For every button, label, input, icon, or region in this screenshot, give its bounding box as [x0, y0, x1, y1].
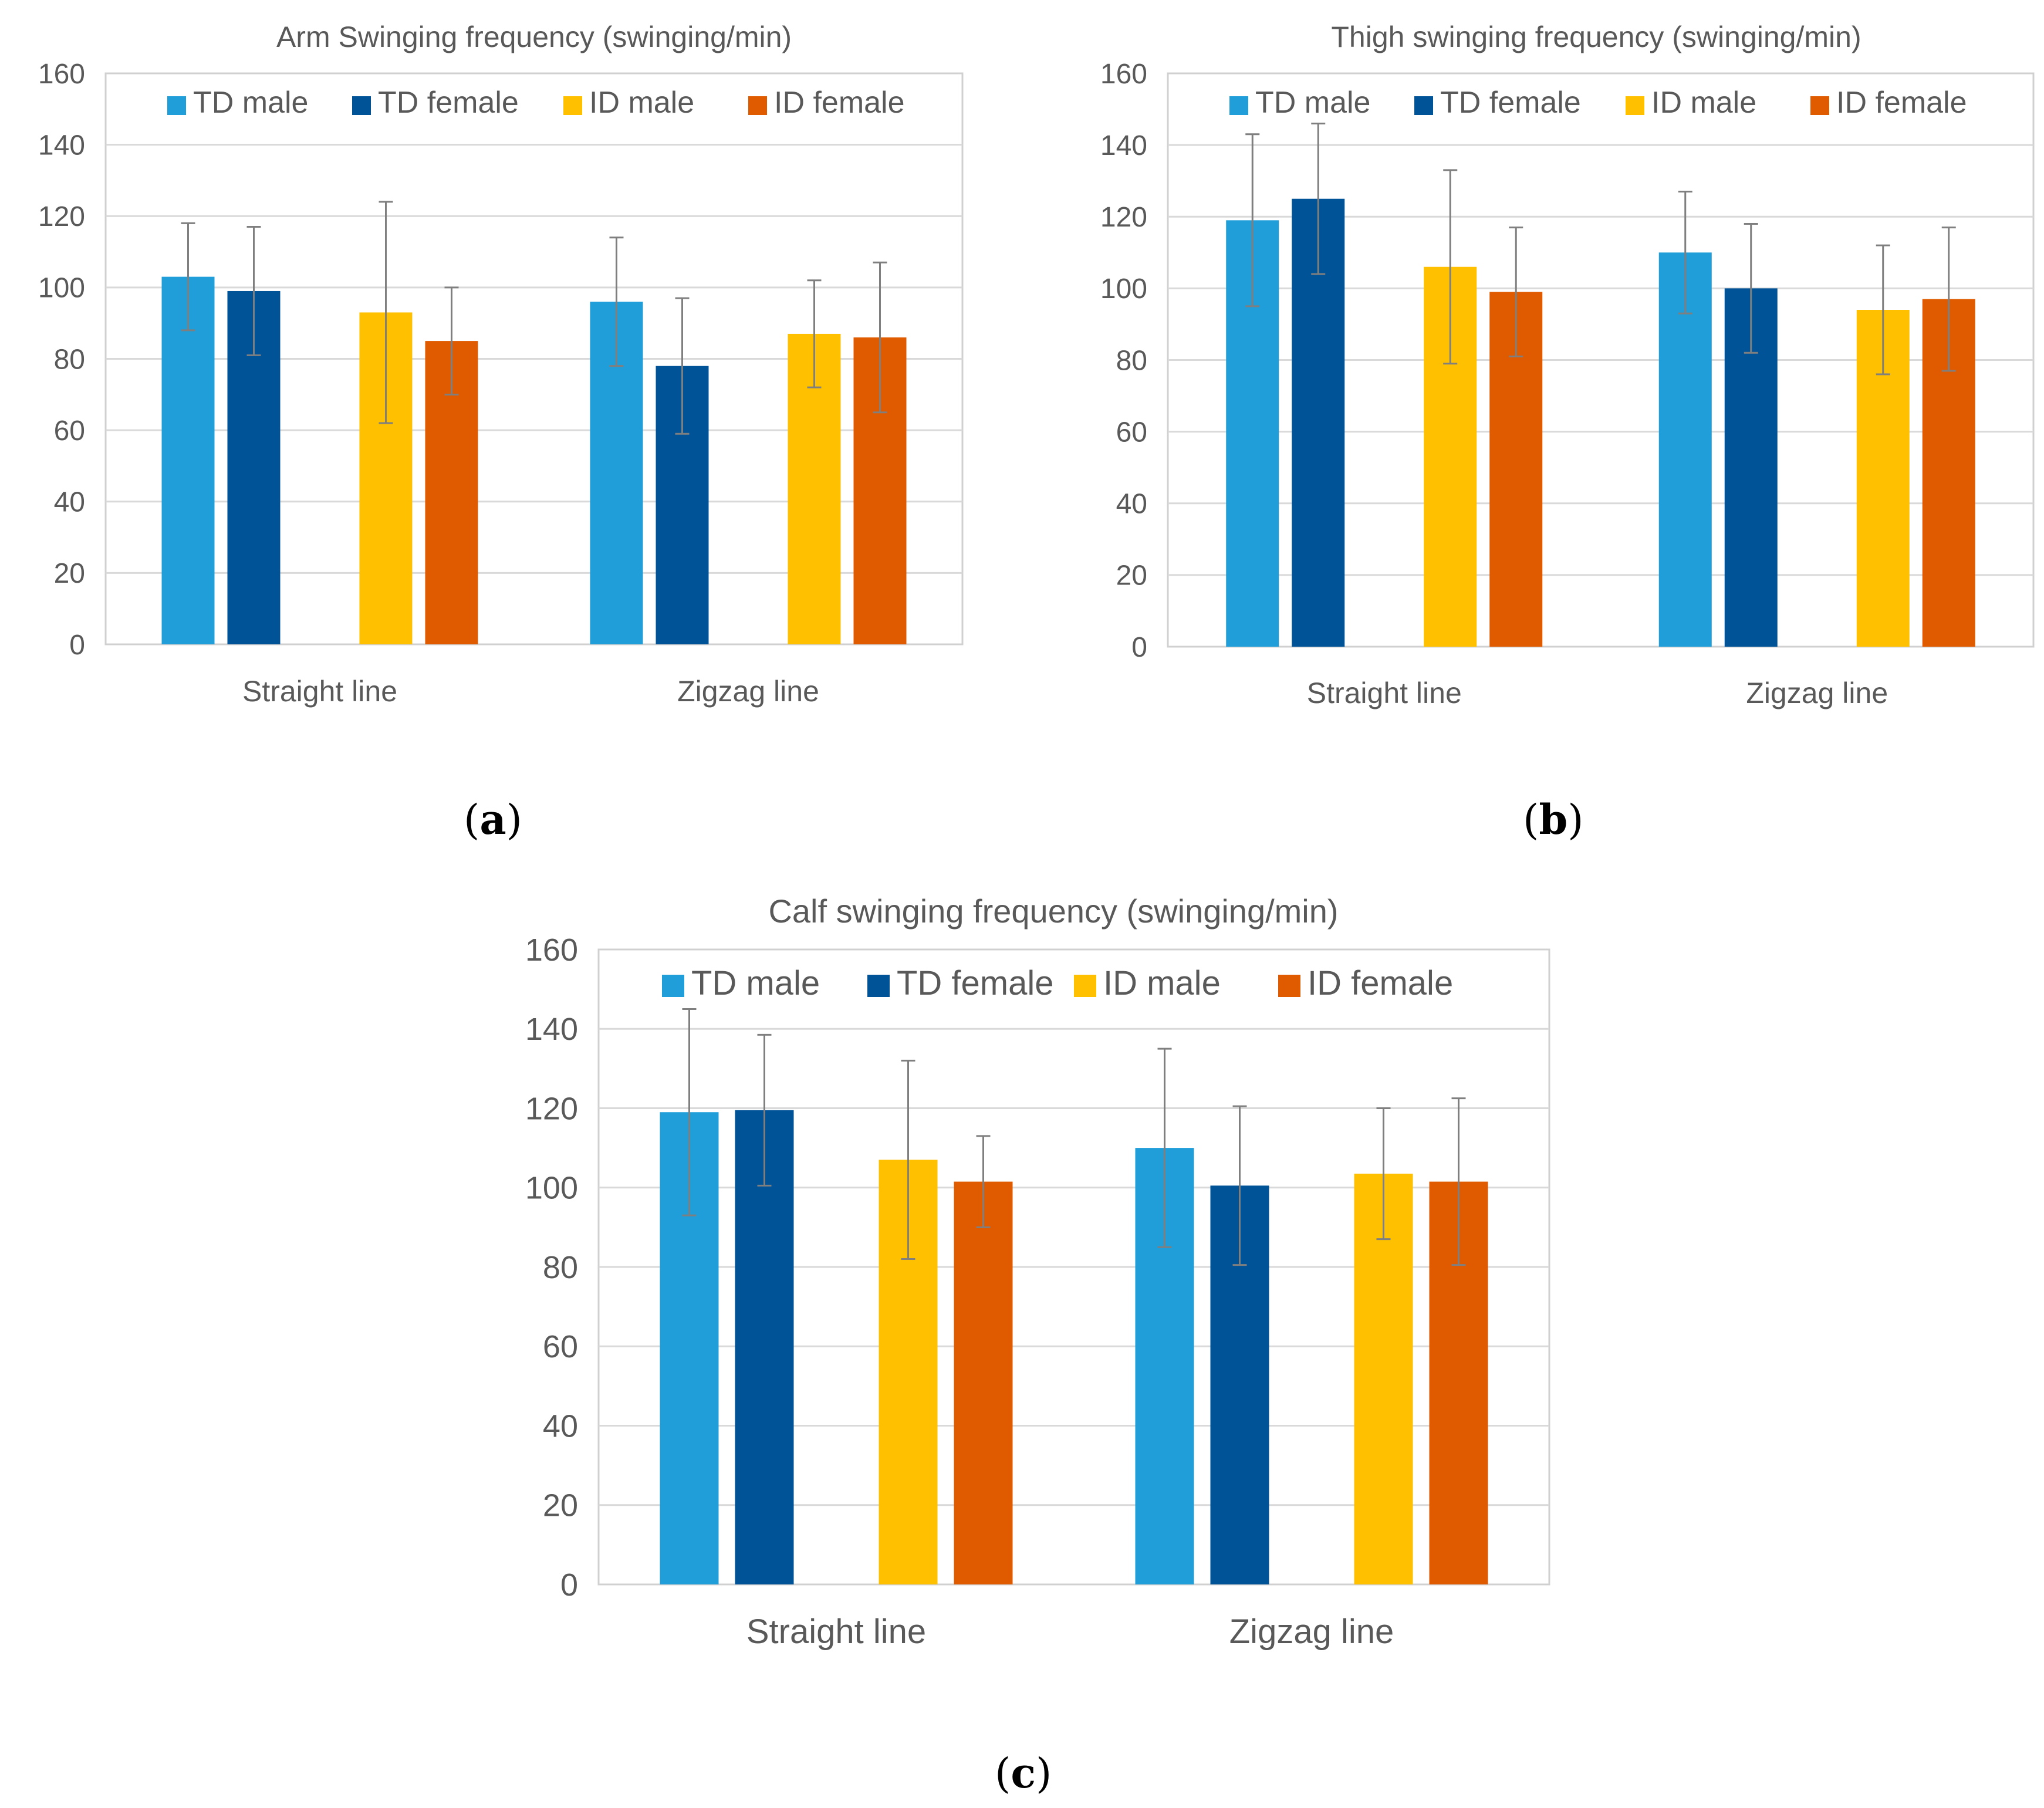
y-tick-label-a: 20 [54, 558, 85, 589]
chart-svg-b: 0 20 40 60 80 100 120 140 160 Thigh swinging freq… [1100, 21, 2035, 709]
bar-a-td-male-0 [161, 276, 215, 645]
x-category-label-c: Zigzag line [1229, 1613, 1394, 1651]
bar-c-td-female-0 [735, 1110, 794, 1584]
legend-label-a-3: ID female [774, 86, 905, 120]
y-tick-label-c: 60 [543, 1329, 578, 1364]
x-category-label-b: Straight line [1307, 677, 1462, 709]
legend-label-c-1: TD female [897, 964, 1054, 1002]
panel-label-a-letter: a [479, 795, 506, 844]
legend-label-a-2: ID male [589, 86, 694, 120]
y-tick-label-c: 140 [525, 1012, 578, 1047]
y-tick-label-b: 60 [1116, 417, 1147, 448]
bar-c-id-female-0 [954, 1181, 1013, 1584]
legend-label-b-0: TD male [1255, 86, 1370, 120]
y-tick-label-c: 120 [525, 1091, 578, 1126]
chart-panel-a: 0 20 40 60 80 100 120 140 160 Arm Swinging freque… [0, 0, 998, 763]
y-tick-label-b: 120 [1100, 202, 1147, 233]
y-tick-label-c: 20 [543, 1488, 578, 1523]
y-tick-label-a: 80 [54, 344, 85, 375]
panel-label-c-letter: c [1011, 1749, 1036, 1797]
chart-panel-c: 0 20 40 60 80 100 120 140 160 Calf swinging frequ… [458, 874, 1584, 1696]
legend-swatch-c-1 [867, 975, 890, 997]
y-tick-label-b: 40 [1116, 489, 1147, 520]
y-tick-label-a: 60 [54, 415, 85, 447]
legend-swatch-a-1 [352, 96, 371, 115]
y-tick-label-a: 160 [38, 59, 85, 90]
x-category-label-c: Straight line [746, 1613, 926, 1651]
y-tick-label-b: 160 [1100, 59, 1147, 90]
y-tick-label-c: 160 [525, 932, 578, 968]
panel-label-b-letter: b [1539, 795, 1568, 844]
y-tick-label-c: 100 [525, 1171, 578, 1206]
chart-svg-c: 0 20 40 60 80 100 120 140 160 Calf swinging frequ… [525, 893, 1550, 1651]
legend-swatch-c-0 [662, 975, 684, 997]
chart-panel-b: 0 20 40 60 80 100 120 140 160 Thigh swinging freq… [1056, 0, 2044, 763]
legend-swatch-c-3 [1278, 975, 1300, 997]
legend-swatch-a-3 [748, 96, 767, 115]
y-tick-label-a: 40 [54, 487, 85, 518]
legend-label-c-3: ID female [1308, 964, 1453, 1002]
legend-label-a-1: TD female [378, 86, 519, 120]
chart-title-b: Thigh swinging frequency (swinging/min) [1331, 21, 1861, 53]
chart-svg-a: 0 20 40 60 80 100 120 140 160 Arm Swinging freque… [38, 21, 964, 708]
legend-label-c-0: TD male [691, 964, 820, 1002]
legend-swatch-b-0 [1229, 96, 1248, 115]
y-tick-label-a: 0 [69, 630, 85, 661]
x-category-label-a: Straight line [242, 675, 397, 708]
y-tick-label-a: 140 [38, 130, 85, 161]
legend-label-c-2: ID male [1103, 964, 1221, 1002]
chart-title-c: Calf swinging frequency (swinging/min) [768, 893, 1338, 930]
panel-label-a: (a) [464, 795, 522, 844]
y-tick-label-b: 0 [1131, 632, 1147, 663]
legend-swatch-b-1 [1414, 96, 1433, 115]
y-tick-label-c: 0 [560, 1567, 578, 1603]
y-tick-label-a: 100 [38, 273, 85, 304]
legend-swatch-c-2 [1074, 975, 1096, 997]
y-tick-label-b: 20 [1116, 560, 1147, 592]
y-tick-label-b: 100 [1100, 273, 1147, 305]
panel-label-c: (c) [995, 1749, 1052, 1797]
y-tick-label-b: 80 [1116, 345, 1147, 376]
bar-c-id-male-1 [1354, 1174, 1413, 1584]
legend-label-b-2: ID male [1651, 86, 1756, 120]
y-tick-label-b: 140 [1100, 130, 1147, 161]
legend-label-b-3: ID female [1836, 86, 1967, 120]
y-tick-label-c: 40 [543, 1408, 578, 1444]
x-category-label-a: Zigzag line [677, 675, 819, 708]
panel-label-b: (b) [1523, 795, 1584, 844]
x-category-label-b: Zigzag line [1746, 677, 1888, 709]
legend-swatch-a-0 [167, 96, 186, 115]
legend-swatch-b-2 [1626, 96, 1644, 115]
y-tick-label-a: 120 [38, 201, 85, 232]
chart-title-a: Arm Swinging frequency (swinging/min) [276, 21, 792, 53]
legend-label-a-0: TD male [193, 86, 308, 120]
legend-label-b-1: TD female [1440, 86, 1581, 120]
bar-b-td-male-1 [1658, 252, 1712, 647]
y-tick-label-c: 80 [543, 1250, 578, 1285]
legend-swatch-b-3 [1810, 96, 1829, 115]
legend-swatch-a-2 [563, 96, 582, 115]
